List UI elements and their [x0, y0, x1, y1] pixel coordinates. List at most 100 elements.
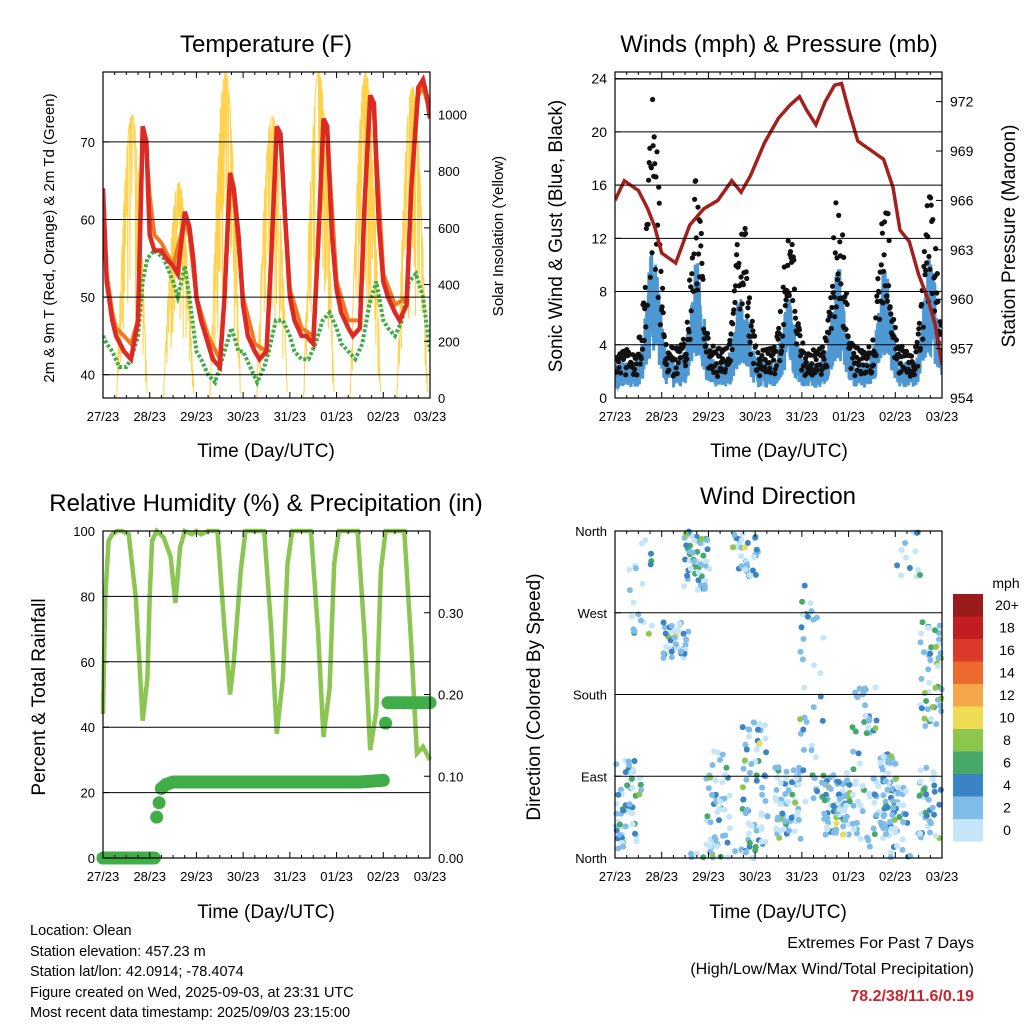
wind-direction-point	[687, 548, 694, 555]
gust-point	[744, 313, 750, 319]
gust-point	[921, 263, 927, 269]
y2-tick-label: 0.30	[438, 606, 463, 621]
wind-direction-point	[850, 766, 857, 773]
wind-direction-point	[820, 634, 827, 641]
info-latlon: Station lat/lon: 42.0914; -78.4074	[30, 964, 244, 980]
gust-point	[786, 292, 792, 299]
wind-direction-point	[711, 748, 718, 755]
wind-direction-point	[854, 694, 861, 701]
wind-direction-point	[723, 764, 730, 771]
wind-direction-point	[843, 769, 850, 776]
gust-point	[652, 266, 659, 272]
wind-direction-point	[855, 750, 862, 757]
wind-direction-point	[745, 726, 752, 733]
y2-tick-label: 200	[438, 334, 460, 349]
gust-point	[651, 134, 657, 140]
gust-point	[778, 348, 785, 354]
rainfall-point	[376, 773, 390, 787]
wind-direction-point	[843, 813, 850, 820]
wind-direction-point	[887, 849, 894, 856]
wind-direction-point	[870, 775, 877, 782]
wind-direction-point	[932, 627, 938, 634]
x-tick-label: 02/23	[879, 869, 912, 884]
wind-direction-point	[739, 724, 746, 731]
wind-direction-point	[797, 835, 804, 842]
gust-point	[830, 290, 836, 296]
wind-direction-point	[738, 553, 745, 560]
gust-point	[876, 289, 882, 295]
humidity-ylabel: Percent & Total Rainfall	[29, 598, 50, 795]
colorbar-label: 6	[1003, 755, 1011, 771]
gust-point	[893, 337, 900, 343]
wind-direction-point	[773, 787, 780, 793]
wind-direction-point	[846, 781, 853, 788]
gust-point	[877, 316, 883, 322]
x-tick-label: 27/23	[87, 869, 120, 884]
gust-point	[752, 333, 758, 339]
wind-direction-point	[929, 804, 936, 811]
wind-direction-point	[830, 802, 837, 809]
wind-direction-point	[780, 826, 787, 833]
gust-point	[664, 361, 670, 368]
wind-direction-point	[794, 809, 801, 816]
wind-direction-point	[681, 583, 688, 590]
wind-direction-point	[740, 765, 747, 772]
y2-tick-label: 400	[438, 278, 460, 293]
y-tick-label: 8	[599, 284, 607, 300]
wind-direction-point	[917, 767, 924, 774]
insolation-line	[396, 86, 428, 398]
wind-direction-point	[792, 799, 799, 806]
colorbar-swatch	[953, 661, 983, 684]
wind-direction-point	[938, 708, 945, 715]
wind-direction-point	[752, 843, 759, 850]
x-tick-label: 01/23	[320, 869, 353, 884]
gust-point	[884, 293, 890, 299]
wind-direction-point	[918, 630, 925, 637]
wind-direction-point	[865, 717, 872, 724]
wind-direction-point	[615, 845, 622, 852]
wind-direction-point	[812, 754, 819, 761]
gust-point	[750, 328, 756, 334]
wind-direction-point	[921, 715, 928, 722]
gust-point	[683, 351, 689, 357]
wind-direction-point	[936, 622, 943, 629]
gust-point	[771, 357, 777, 363]
wind-direction-point	[702, 562, 709, 569]
wind-direction-point	[853, 830, 860, 837]
wind-direction-point	[932, 684, 939, 691]
wind-direction-point	[936, 636, 942, 643]
gust-point	[916, 320, 923, 326]
wind-direction-point	[871, 791, 878, 798]
gust-point	[632, 366, 638, 372]
wind-direction-xlabel: Time (Day/UTC)	[709, 902, 847, 923]
wind-direction-point	[705, 785, 712, 792]
gust-point	[653, 174, 659, 180]
gust-point	[791, 257, 797, 263]
temperature-title: Temperature (F)	[180, 31, 352, 58]
wind-direction-point	[850, 748, 857, 755]
gust-point	[863, 369, 869, 375]
wind-direction-point	[773, 797, 780, 804]
gust-point	[731, 307, 737, 313]
gust-point	[870, 362, 877, 368]
wind-direction-point	[894, 784, 901, 791]
gust-point	[817, 362, 823, 368]
wind-direction-point	[902, 811, 909, 818]
wind-direction-point	[739, 784, 746, 791]
wind-direction-point	[880, 813, 887, 820]
wind-direction-point	[635, 611, 642, 618]
wind-direction-point	[645, 630, 652, 637]
gust-point	[757, 373, 763, 379]
wind-direction-point	[745, 733, 752, 740]
wind-direction-point	[647, 561, 654, 568]
wind-direction-point	[865, 724, 872, 731]
gust-point	[826, 330, 832, 336]
wind-direction-point	[677, 648, 684, 655]
wind-direction-point	[890, 804, 897, 811]
wind-direction-point	[740, 796, 747, 803]
wind-direction-point	[927, 650, 934, 657]
wind-direction-point	[937, 786, 944, 793]
gust-point	[819, 344, 826, 350]
gust-point	[743, 269, 749, 275]
gust-point	[673, 365, 679, 371]
